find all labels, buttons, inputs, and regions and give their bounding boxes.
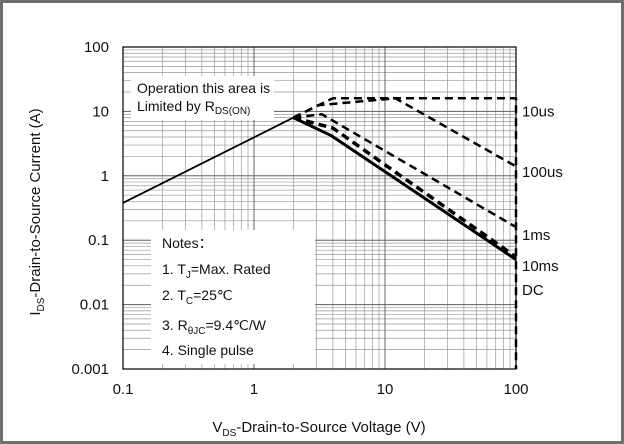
notes-title: Notes：: [162, 235, 213, 251]
curve-label: 10us: [522, 103, 555, 120]
y-tick-label: 100: [84, 39, 109, 56]
notes-item: 1. TJ=Max. Rated: [162, 261, 271, 281]
curve-label: 100us: [522, 164, 563, 181]
curve-label: 1ms: [522, 227, 550, 244]
series-line-rds-on-limit: [122, 116, 294, 204]
x-tick-label: 0.1: [113, 381, 134, 398]
annotation-background: [131, 76, 274, 120]
curve-label: DC: [522, 282, 544, 299]
y-tick-label: 0.1: [88, 232, 109, 249]
plot-border: [122, 46, 517, 370]
x-tick-label: 100: [503, 381, 528, 398]
x-tick-label: 10: [377, 381, 394, 398]
y-tick-label: 1: [101, 168, 109, 185]
y-tick-label: 0.001: [71, 361, 109, 378]
y-axis-label: IDS-Drain-to-Source Current (A): [27, 108, 47, 315]
series-group: [122, 97, 518, 369]
series-line-1ms: [293, 113, 517, 229]
notes-box: [131, 76, 562, 364]
x-tick-label: 1: [250, 381, 258, 398]
axes: [122, 46, 517, 370]
series-line-10ms: [292, 115, 518, 259]
notes-background: [151, 230, 315, 364]
curve-label: 10ms: [522, 258, 559, 275]
annotation-line-2: Limited by RDS(ON): [137, 98, 250, 117]
series-line-dc: [292, 116, 517, 261]
annotation-line-1: Operation this area is: [137, 80, 270, 96]
x-axis-label: VDS-Drain-to-Source Voltage (V): [212, 419, 425, 439]
y-tick-label: 10: [92, 103, 109, 120]
series-line-100us: [292, 97, 517, 168]
notes-item: 4. Single pulse: [162, 342, 254, 358]
notes-item: 3. RθJC=9.4℃/W: [162, 317, 267, 337]
notes-item: 2. TC=25℃: [162, 287, 233, 307]
curve-label-background: [518, 100, 562, 292]
chart-text: 0.1 1 10 100 100 10 1 0.1 0.01 0.001 VDS-Drain-to-…: [27, 39, 563, 439]
y-tick-label: 0.01: [80, 297, 109, 314]
